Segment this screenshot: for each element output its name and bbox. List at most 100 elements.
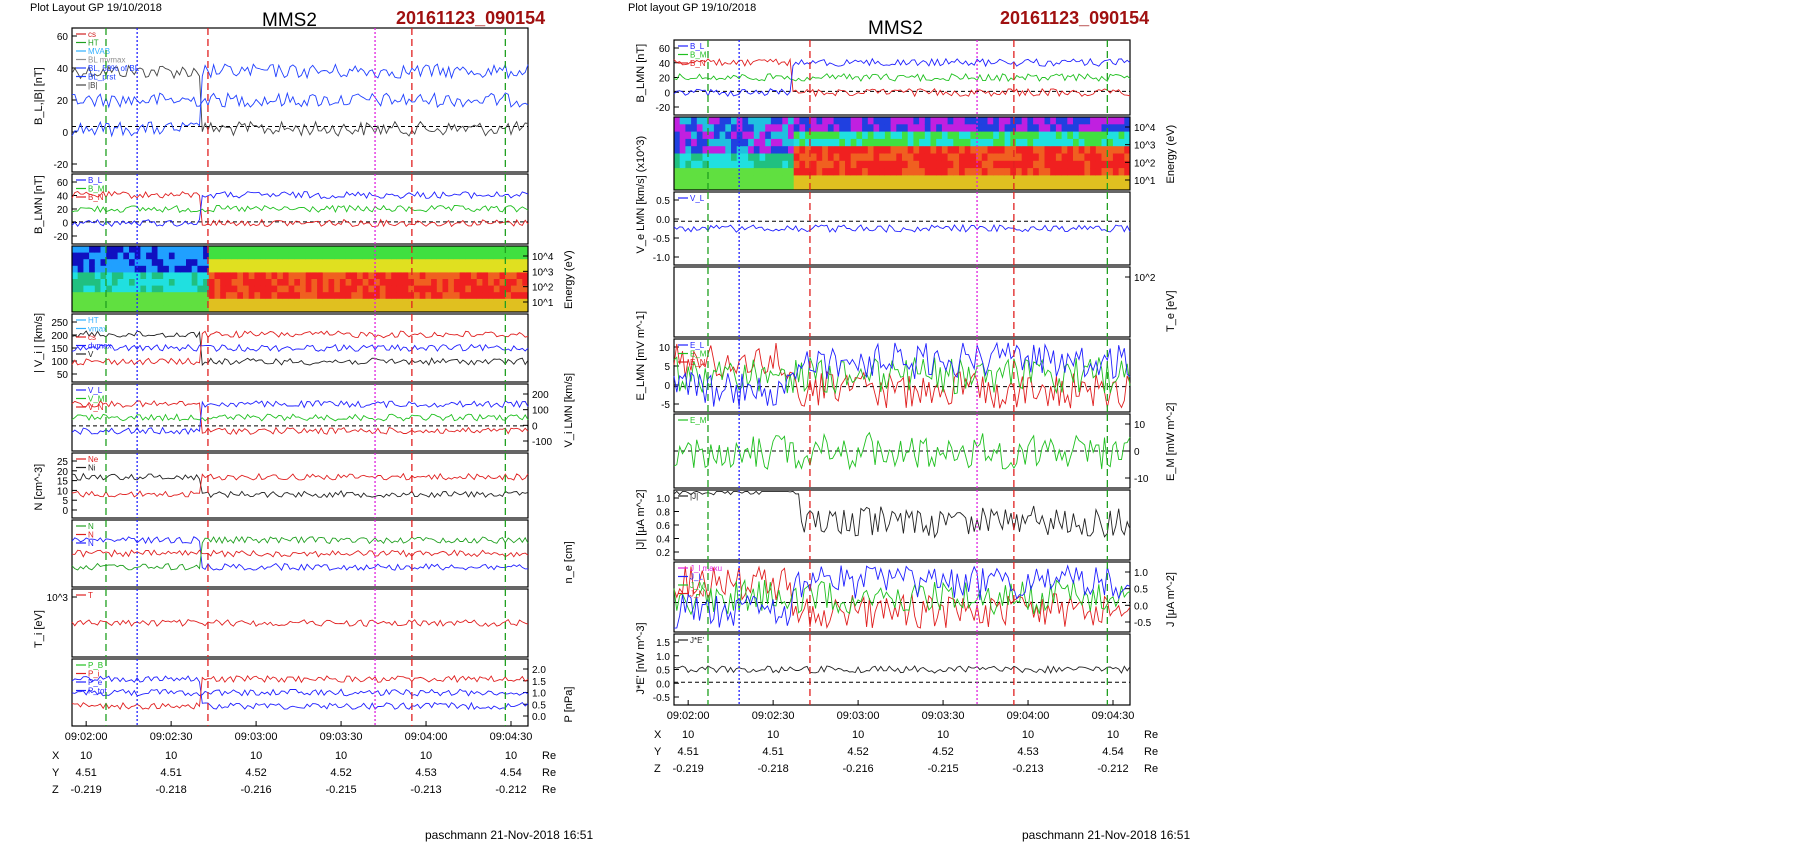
right-spectrogram-cell (1090, 124, 1097, 133)
left-spectrogram-cell (106, 305, 113, 313)
right-spectrogram-cell (947, 138, 954, 147)
right-ytick-label: -5 (661, 400, 670, 411)
right-spectrogram-cell (731, 138, 738, 147)
right-ephem-value: -0.216 (842, 763, 873, 775)
left-spectrogram-cell (174, 246, 181, 254)
left-spectrogram-cell (111, 292, 119, 300)
right-spectrogram-cell (742, 175, 749, 184)
left-ytick-label: 0 (62, 506, 68, 517)
left-panel-2: 10^410^310^210^1 Energy (eV) (71, 245, 575, 313)
right-spectrogram-cell (1112, 153, 1120, 162)
right-spectrogram-cell (981, 117, 988, 125)
left-spectrogram-cell (83, 246, 90, 254)
right-ephem-value: -0.213 (1012, 763, 1043, 775)
right-spectrogram-cell (879, 124, 886, 133)
left-spectrogram-cell (351, 285, 358, 293)
right-legend-label: B_L (690, 42, 705, 51)
right-spectrogram-cell (725, 160, 732, 169)
left-legend-label: V_L (88, 386, 103, 395)
right-spectrogram-cell (987, 117, 994, 125)
right-spectrogram-cell (1124, 117, 1131, 125)
left-ytick-label: 10^3 (47, 593, 69, 604)
right-spectrogram-cell (1118, 124, 1125, 133)
right-spectrogram-cell (719, 124, 726, 133)
right-spectrogram-cell (850, 168, 857, 176)
right-spectrogram-cell (976, 131, 983, 140)
right-spectrogram-cell (782, 138, 789, 147)
right-spectrogram-cell (1044, 124, 1051, 133)
right-trace (673, 356, 1131, 395)
right-spectrogram-cell (879, 160, 886, 169)
right-spectrogram-cell (696, 160, 703, 169)
right-spectrogram-cell (959, 146, 966, 154)
right-spectrogram-cell (708, 153, 715, 162)
right-ytick-label: 0.4 (656, 535, 670, 546)
right-spectrogram-cell (998, 153, 1006, 162)
left-spectrogram-cell (89, 292, 96, 300)
left-spectrogram-cell (448, 279, 455, 287)
left-spectrogram-cell (385, 279, 392, 287)
left-legend-label: cs (88, 333, 96, 342)
left-spectrogram-cell (448, 252, 455, 260)
right-spectrogram-cell (719, 153, 726, 162)
left-ytick-label: -20 (54, 160, 69, 171)
left-spectrogram-cell (391, 292, 398, 300)
right-spectrogram-cell (873, 153, 880, 162)
right-spectrogram-cell (742, 131, 749, 140)
right-spectrogram-cell (913, 146, 920, 154)
right-ytick-label: -0.5 (653, 693, 671, 704)
left-spectrogram-cell (362, 265, 369, 273)
left-spectrogram-cell (117, 292, 124, 300)
left-spectrogram-cell (288, 272, 295, 280)
right-spectrogram-cell (696, 175, 703, 184)
right-spectrogram-cell (748, 131, 755, 140)
right-spectrogram-cell (810, 175, 817, 184)
left-spectrogram-cell (351, 272, 358, 280)
left-spectrogram-cell (385, 252, 392, 260)
left-spectrogram-cell (368, 259, 375, 267)
right-ephem-value: 10 (937, 729, 949, 741)
left-spectrogram-cell (265, 285, 272, 293)
right-spectrogram-cell (788, 131, 795, 140)
left-spectrogram-cell (431, 272, 438, 280)
left-spectrogram-cell (300, 265, 307, 273)
left-spectrogram-cell (265, 279, 272, 287)
left-spectrogram-cell (357, 285, 364, 293)
left-spectrogram-cell (134, 265, 141, 273)
left-spectrogram-cell (442, 305, 449, 313)
left-spectrogram-cell (163, 272, 170, 280)
right-spectrogram-cell (679, 124, 686, 133)
right-spectrogram-cell (1095, 124, 1102, 133)
right-spectrogram-cell (879, 182, 886, 191)
left-spectrogram-cell (186, 265, 193, 273)
left-spectrogram-cell (362, 285, 369, 293)
right-spectrogram-cell (970, 168, 977, 176)
right-spectrogram-cell (959, 168, 966, 176)
right-spectrogram-cell (839, 175, 846, 184)
right-spectrogram-cell (902, 117, 909, 125)
right-spectrogram-cell (1078, 160, 1085, 169)
left-ylabel: N [cm^-3] (33, 464, 45, 511)
left-trace (71, 688, 529, 697)
right-spectrogram-cell (964, 124, 971, 133)
right-spectrogram-cell (1107, 182, 1114, 191)
right-ephem-value: 10 (1107, 729, 1119, 741)
left-spectrogram-cell (237, 265, 244, 273)
right-spectrogram-cell (998, 182, 1006, 191)
left-ytick-label: 25 (57, 457, 69, 468)
right-spectrogram-cell (1016, 160, 1023, 169)
right-ephem-unit: Re (1144, 746, 1158, 758)
right-spectrogram-cell (936, 138, 943, 147)
left-spectrogram-cell (311, 305, 318, 313)
left-spectrogram-cell (163, 246, 170, 254)
left-spectrogram-cell (186, 246, 193, 254)
right-spectrogram-cell (1073, 124, 1080, 133)
right-spectrogram-cell (1107, 153, 1114, 162)
right-spectrogram-cell (1016, 117, 1023, 125)
right-spectrogram-cell (993, 146, 1000, 154)
left-spectrogram-cell (419, 259, 426, 267)
left-spectrogram-cell (220, 292, 227, 300)
right-spectrogram-cell (1101, 175, 1108, 184)
right-spectrogram-cell (748, 175, 755, 184)
right-spectrogram-cell (907, 124, 914, 133)
